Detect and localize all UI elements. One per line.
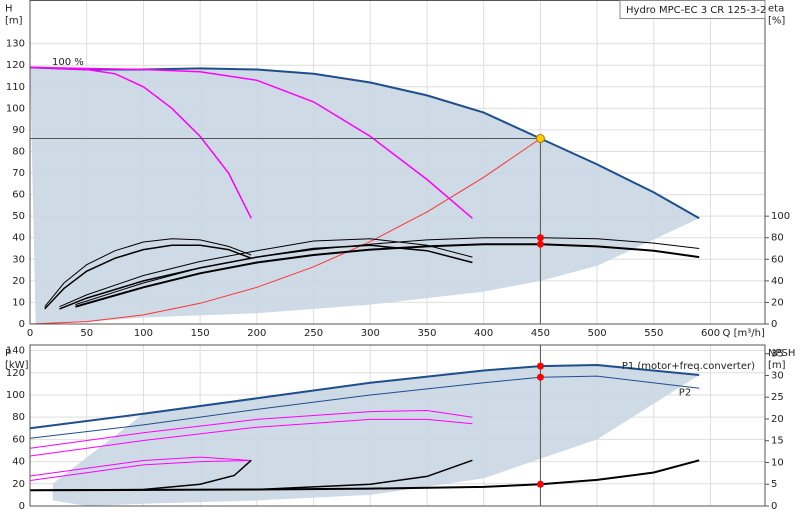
y-tick-label: 130 [6, 39, 25, 50]
curve [44, 238, 252, 308]
curve [29, 409, 473, 449]
y-axis-unit: [m] [5, 16, 23, 27]
y2-tick-label: 10 [771, 457, 784, 468]
title-box [619, 0, 766, 19]
curve [75, 243, 700, 308]
y-tick-label: 100 [6, 103, 25, 114]
y2-tick-label: 0 [771, 501, 777, 512]
curve [29, 138, 541, 325]
curve [29, 363, 700, 430]
curve [44, 244, 252, 310]
x-axis-title: Q [m³/h] [723, 328, 765, 339]
y-tick-label: 0 [19, 319, 25, 330]
series-label: P2 [679, 387, 691, 398]
y-tick-label: 60 [12, 190, 25, 201]
x-tick-label: 400 [474, 328, 493, 339]
y2-tick-label: 15 [771, 436, 784, 447]
operating-point [536, 234, 544, 242]
operating-point [536, 480, 544, 488]
operating-point [536, 362, 544, 370]
y-tick-label: 140 [6, 346, 25, 357]
y2-tick-label: 25 [771, 392, 784, 403]
curve [29, 459, 700, 492]
x-tick-label: 550 [644, 328, 663, 339]
y-tick-label: 80 [12, 146, 25, 157]
y-tick-label: 0 [19, 501, 25, 512]
y2-tick-label: 5 [771, 479, 777, 490]
operating-point [536, 240, 544, 248]
y2-axis-unit: [%] [768, 16, 785, 27]
y-tick-label: 120 [6, 60, 25, 71]
y-tick-label: 100 [6, 390, 25, 401]
y2-tick-label: 60 [771, 254, 784, 265]
curve [29, 66, 252, 219]
y-axis-title: H [5, 4, 13, 15]
y2-tick-label: 0 [771, 319, 777, 330]
y-tick-label: 80 [12, 412, 25, 423]
y2-tick-label: 80 [771, 233, 784, 244]
y2-tick-label: 20 [771, 414, 784, 425]
operating-area [52, 365, 700, 506]
y2-tick-label: 30 [771, 370, 784, 381]
y-tick-label: 60 [12, 434, 25, 445]
y-tick-label: 110 [6, 82, 25, 93]
y2-tick-label: 20 [771, 297, 784, 308]
y2-axis-unit: [m] [768, 360, 786, 371]
y-tick-label: 40 [12, 233, 25, 244]
x-tick-label: 450 [531, 328, 550, 339]
plot-layer: 0 50 100 150 200 250 300 350 400 450 500 550 6000102… [5, 0, 795, 512]
x-tick-label: 600 [701, 328, 720, 339]
y-axis-title: P [5, 348, 11, 359]
x-tick-label: 0 [27, 328, 33, 339]
y-tick-label: 120 [6, 368, 25, 379]
x-tick-label: 150 [191, 328, 210, 339]
y-tick-label: 20 [12, 479, 25, 490]
curve [29, 375, 700, 439]
y-axis-unit: [kW] [5, 360, 29, 371]
curve [29, 66, 473, 219]
x-tick-label: 500 [588, 328, 607, 339]
plot-frame [29, 344, 766, 507]
y-tick-label: 90 [12, 125, 25, 136]
curve [59, 238, 473, 308]
y-tick-label: 30 [12, 254, 25, 265]
x-tick-label: 200 [247, 328, 266, 339]
y-tick-label: 70 [12, 168, 25, 179]
operating-point [536, 373, 544, 381]
x-tick-label: 100 [134, 328, 153, 339]
curve [29, 460, 252, 481]
speed-annotation: 100 % [52, 57, 84, 68]
plot-frame [29, 0, 766, 325]
x-tick-label: 300 [361, 328, 380, 339]
series-label: P1 (motor+freq.converter) [622, 361, 755, 372]
y-tick-label: 50 [12, 211, 25, 222]
y-tick-label: 20 [12, 276, 25, 287]
y2-tick-label: 35 [771, 349, 784, 360]
y-tick-label: 10 [12, 297, 25, 308]
x-tick-label: 250 [304, 328, 323, 339]
operating-area [30, 67, 700, 325]
chart-title: Hydro MPC-EC 3 CR 125-3-2 [626, 5, 766, 16]
y2-tick-label: 100 [771, 211, 790, 222]
y-tick-label: 40 [12, 457, 25, 468]
y2-axis-title: eta [768, 4, 784, 15]
y2-axis-title: NPSH [768, 348, 795, 359]
x-tick-label: 50 [80, 328, 93, 339]
curve [29, 418, 473, 457]
y2-tick-label: 40 [771, 276, 784, 287]
duty-point [535, 134, 545, 144]
x-tick-label: 350 [417, 328, 436, 339]
curve [29, 456, 252, 477]
curve [75, 237, 700, 306]
